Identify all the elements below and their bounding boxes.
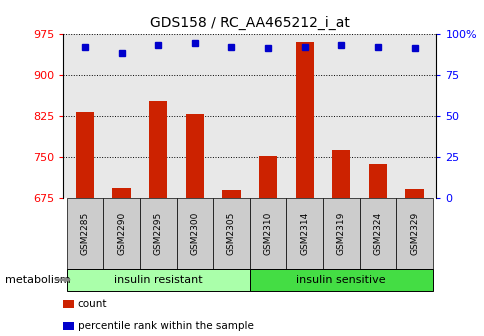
Bar	[405, 189, 423, 198]
Text: insulin resistant: insulin resistant	[114, 275, 202, 285]
Bar	[149, 100, 167, 198]
Text: count: count	[77, 299, 107, 309]
Bar	[112, 188, 131, 198]
Text: GSM2329: GSM2329	[409, 212, 418, 255]
Bar	[258, 156, 277, 198]
Text: GSM2290: GSM2290	[117, 212, 126, 255]
Text: GSM2324: GSM2324	[373, 212, 381, 255]
Bar	[76, 112, 94, 198]
Text: GSM2285: GSM2285	[80, 212, 90, 255]
Text: insulin sensitive: insulin sensitive	[296, 275, 385, 285]
Text: metabolism: metabolism	[5, 275, 70, 285]
Text: GSM2300: GSM2300	[190, 212, 199, 255]
Text: GSM2319: GSM2319	[336, 212, 345, 255]
Text: GSM2314: GSM2314	[300, 212, 309, 255]
Text: GSM2305: GSM2305	[227, 212, 236, 255]
Text: percentile rank within the sample: percentile rank within the sample	[77, 321, 253, 331]
Title: GDS158 / RC_AA465212_i_at: GDS158 / RC_AA465212_i_at	[150, 16, 349, 30]
Text: GSM2310: GSM2310	[263, 212, 272, 255]
Text: GSM2295: GSM2295	[153, 212, 163, 255]
Bar	[332, 151, 350, 198]
Bar	[222, 190, 240, 198]
Bar	[185, 114, 204, 198]
Bar	[295, 42, 313, 198]
Bar	[368, 164, 386, 198]
